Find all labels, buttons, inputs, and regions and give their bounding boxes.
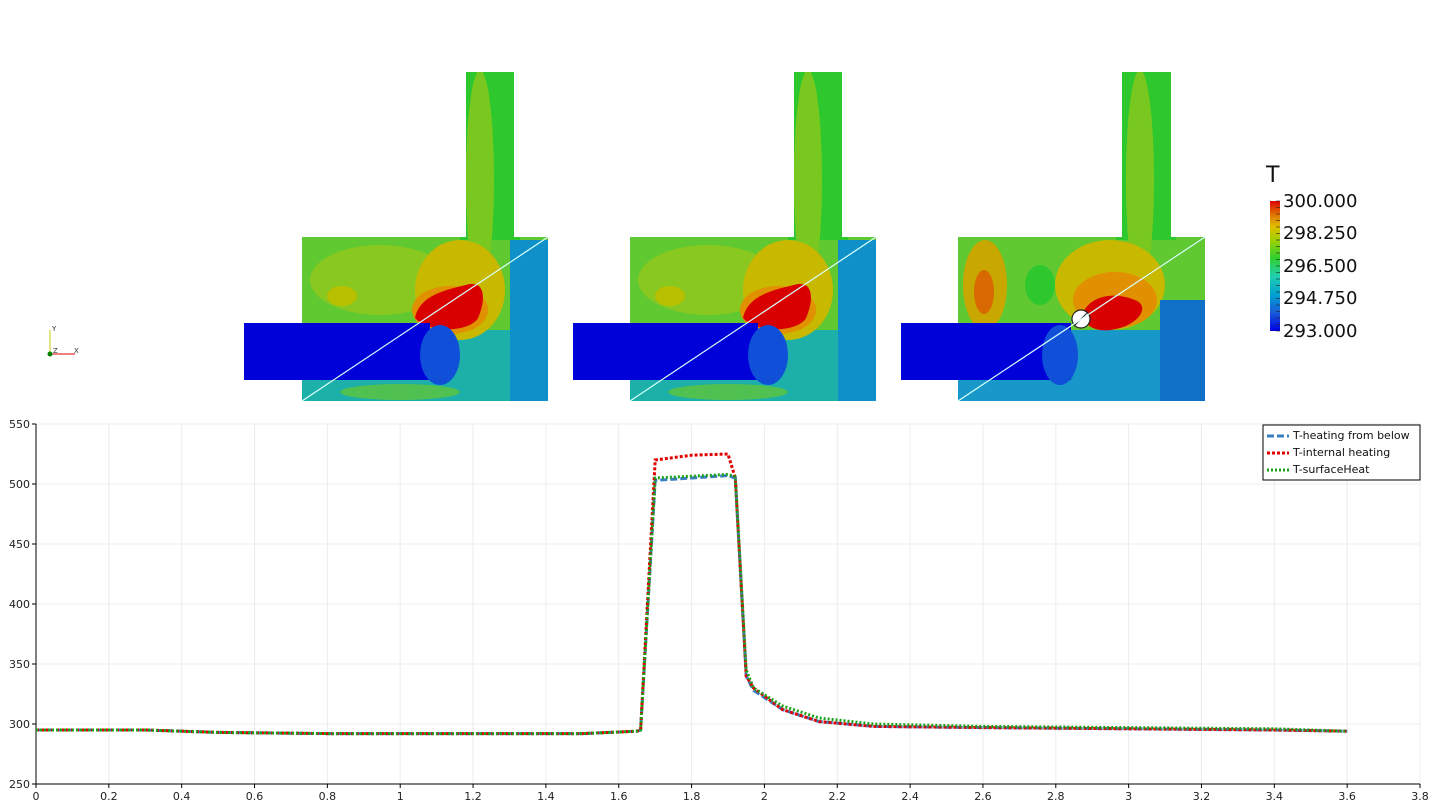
colorbar-label-3: 294.750 (1283, 288, 1357, 309)
x-tick-label: 0.8 (319, 790, 337, 803)
y-tick-label: 550 (9, 418, 30, 431)
y-tick-labels: 250 300 350 400 450 500 550 (9, 418, 30, 791)
y-tick-label: 400 (9, 598, 30, 611)
line-chart[interactable]: 0 0.2 0.4 0.6 0.8 1 1.2 1.4 1.6 1.8 2 2.2 2.4 2.6 2.8 3… (9, 418, 1429, 803)
x-tick-label: 0.6 (246, 790, 264, 803)
legend-label-heating-from-below: T-heating from below (1292, 429, 1410, 442)
y-tick-label: 500 (9, 478, 30, 491)
simulation-panel-3[interactable] (895, 70, 1215, 410)
chart-legend[interactable]: T-heating from below T-internal heating … (1262, 424, 1421, 481)
y-tick-label: 350 (9, 658, 30, 671)
x-tick-label: 3.8 (1411, 790, 1429, 803)
colorbar-gradient (1270, 201, 1280, 331)
x-tick-label: 2.8 (1047, 790, 1065, 803)
colorbar-label-4: 293.000 (1283, 321, 1357, 342)
x-tick-label: 1 (397, 790, 404, 803)
x-tick-label: 2 (761, 790, 768, 803)
x-tick-label: 3.4 (1266, 790, 1284, 803)
chart-series (36, 452, 1348, 736)
x-tick-labels: 0 0.2 0.4 0.6 0.8 1 1.2 1.4 1.6 1.8 2 2.2 2.4 2.6 2.8 3… (33, 790, 1429, 803)
x-tick-label: 2.2 (829, 790, 847, 803)
x-tick-label: 1.2 (464, 790, 482, 803)
y-tick-label: 450 (9, 538, 30, 551)
axis-y-letter: Y (51, 325, 57, 333)
legend-label-surface-heat: T-surfaceHeat (1292, 463, 1370, 476)
x-tick-label: 1.6 (610, 790, 628, 803)
x-tick-label: 2.6 (974, 790, 992, 803)
legend-label-internal-heating: T-internal heating (1292, 446, 1390, 459)
axis-z-letter: Z (53, 347, 58, 355)
y-tick-label: 250 (9, 778, 30, 791)
x-tick-label: 3.2 (1193, 790, 1211, 803)
simulation-panel-2[interactable] (568, 70, 890, 410)
x-tick-label: 1.4 (537, 790, 555, 803)
series-surface-heat (36, 472, 1348, 736)
chart-axes (32, 423, 1421, 788)
simulation-panel-1[interactable] (240, 70, 560, 410)
colorbar-title: T (1265, 163, 1280, 188)
x-tick-label: 2.4 (901, 790, 919, 803)
x-tick-label: 3 (1125, 790, 1132, 803)
x-tick-label: 3.6 (1338, 790, 1356, 803)
orientation-axes: Y X Z (47, 325, 79, 357)
x-tick-label: 0.2 (100, 790, 118, 803)
color-legend: T 300.000 298.250 296.500 294.750 293.00… (1265, 163, 1357, 342)
x-tick-label: 0 (33, 790, 40, 803)
y-tick-label: 300 (9, 718, 30, 731)
x-tick-label: 0.4 (173, 790, 191, 803)
colorbar-label-1: 298.250 (1283, 223, 1357, 244)
colorbar-label-2: 296.500 (1283, 256, 1357, 277)
axis-x-letter: X (74, 347, 79, 355)
colorbar-ticks (1276, 200, 1280, 332)
x-tick-label: 1.8 (683, 790, 701, 803)
colorbar-label-0: 300.000 (1283, 191, 1357, 212)
